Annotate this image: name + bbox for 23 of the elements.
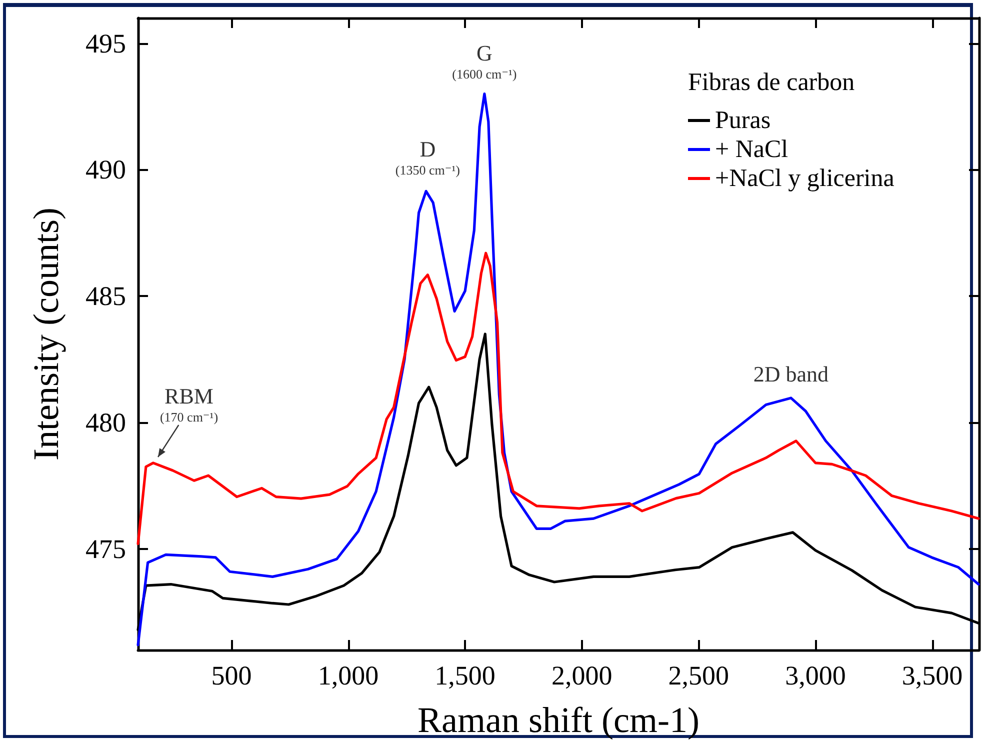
x-axis-title: Raman shift (cm-1) (418, 700, 700, 740)
y-tick-label: 490 (86, 154, 126, 185)
annotation: RBM (170 cm⁻¹) (160, 383, 218, 424)
y-tick-label: 475 (86, 534, 126, 564)
y-tick-label: 480 (86, 407, 126, 438)
legend-label: +NaCl y glicerina (715, 165, 894, 192)
y-tick-label: 495 (86, 28, 126, 58)
x-tick-label: 500 (211, 660, 252, 690)
y-axis-title: Intensity (counts) (26, 208, 66, 460)
annotation: 2D band (753, 362, 829, 387)
legend-label: Puras (715, 107, 771, 134)
x-tick-label: 2,500 (668, 660, 730, 690)
x-tick-label: 1,500 (434, 660, 496, 690)
x-tick-label: 1,000 (318, 660, 379, 690)
annotation: G (1600 cm⁻¹) (452, 40, 517, 82)
x-tick-label: 3,500 (902, 660, 963, 690)
legend-title: Fibras de carbon (688, 69, 856, 96)
legend-label: + NaCl (715, 136, 788, 163)
y-tick-label: 485 (86, 281, 126, 312)
x-tick-label: 3,000 (785, 660, 846, 690)
annotation: D (1350 cm⁻¹) (395, 136, 460, 178)
line-series (136, 252, 980, 546)
x-tick-label: 2,000 (551, 660, 612, 690)
